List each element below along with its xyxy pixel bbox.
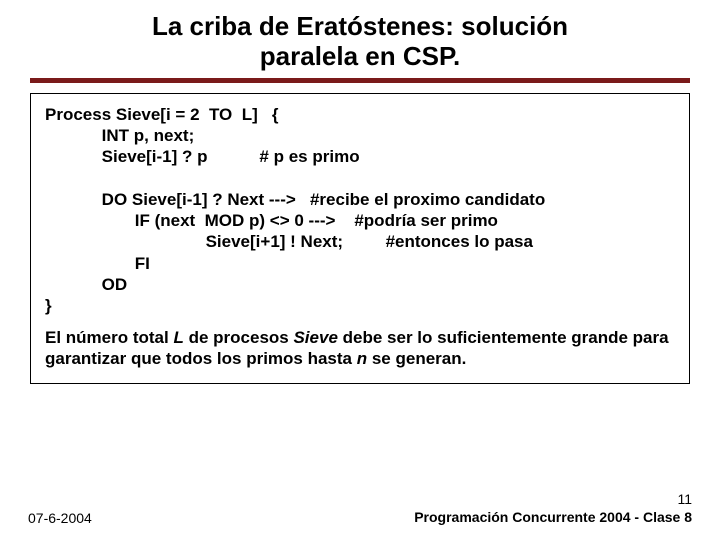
code-line: OD xyxy=(45,274,675,295)
code-line: Sieve[i-1] ? p # p es primo xyxy=(45,146,675,167)
note-text: se generan. xyxy=(367,349,466,368)
code-line: Sieve[i+1] ! Next; #entonces lo pasa xyxy=(45,231,675,252)
code-line: DO Sieve[i-1] ? Next ---> #recibe el pro… xyxy=(45,189,675,210)
title-line-2: paralela en CSP. xyxy=(260,41,460,71)
page-number: 11 xyxy=(414,491,692,508)
explanatory-note: El número total L de procesos Sieve debe… xyxy=(45,328,675,369)
footer-right: 11 Programación Concurrente 2004 - Clase… xyxy=(414,491,692,526)
footer-course: Programación Concurrente 2004 - Clase 8 xyxy=(414,509,692,525)
code-line: } xyxy=(45,295,675,316)
code-line xyxy=(45,168,675,189)
slide-title: La criba de Eratóstenes: solución parale… xyxy=(30,12,690,72)
code-line: IF (next MOD p) <> 0 ---> #podría ser pr… xyxy=(45,210,675,231)
code-line: INT p, next; xyxy=(45,125,675,146)
note-var-sieve: Sieve xyxy=(293,328,337,347)
note-text: El número total xyxy=(45,328,173,347)
code-line: FI xyxy=(45,253,675,274)
title-line-1: La criba de Eratóstenes: solución xyxy=(152,11,568,41)
slide-footer: 07-6-2004 11 Programación Concurrente 20… xyxy=(0,491,720,526)
note-var-n: n xyxy=(357,349,367,368)
note-text: de procesos xyxy=(184,328,294,347)
title-rule xyxy=(30,78,690,83)
footer-date: 07-6-2004 xyxy=(28,510,92,526)
note-var-L: L xyxy=(173,328,183,347)
code-box: Process Sieve[i = 2 TO L] { INT p, next;… xyxy=(30,93,690,384)
code-line: Process Sieve[i = 2 TO L] { xyxy=(45,104,675,125)
